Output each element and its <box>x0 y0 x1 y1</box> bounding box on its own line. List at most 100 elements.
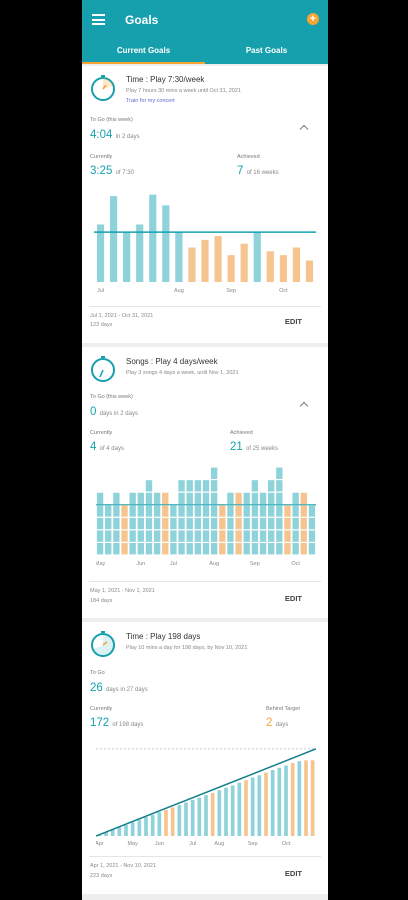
day-block <box>284 530 291 542</box>
x-tick-label: Aug <box>174 288 184 294</box>
date-range: Apr 1, 2021 - Nov 10, 2021 <box>90 863 157 869</box>
day-block <box>259 543 267 555</box>
day-block <box>268 505 275 517</box>
achieved-suffix: of 25 weeks <box>246 446 279 452</box>
achieved-label: Achieved <box>237 154 260 160</box>
current-value-row: 172 of 198 days <box>90 717 143 729</box>
goal-card[interactable]: Songs : Play 4 days/week Play 3 songs 4 … <box>82 347 328 618</box>
day-block <box>276 530 283 542</box>
day-block <box>170 517 177 530</box>
day-block <box>202 480 210 492</box>
day-block <box>194 505 202 517</box>
day-block <box>194 530 202 542</box>
x-tick-label: Jul <box>189 841 196 847</box>
day-block <box>276 492 283 505</box>
day-block <box>186 492 193 505</box>
chart-bar <box>130 822 135 836</box>
chart-bar <box>224 787 228 836</box>
day-block <box>178 530 185 542</box>
day-block <box>113 530 120 542</box>
day-block <box>292 543 299 555</box>
card-divider <box>89 306 321 307</box>
day-block <box>284 543 291 555</box>
chart-bar <box>210 792 215 836</box>
togo-label: To Go (this week) <box>90 394 133 400</box>
day-block <box>137 505 144 517</box>
day-block <box>308 517 316 530</box>
menu-icon[interactable] <box>92 14 105 25</box>
day-block <box>219 530 226 542</box>
day-block <box>210 543 218 555</box>
x-tick-label: May <box>96 561 106 567</box>
behind-target-suffix: days <box>275 722 289 728</box>
day-block <box>210 467 218 479</box>
day-block <box>129 505 136 517</box>
edit-button[interactable]: EDIT <box>284 317 302 326</box>
chart-bar <box>279 255 287 282</box>
stopwatch-icon <box>91 631 116 657</box>
day-block <box>202 543 210 555</box>
current-value-row: 4 of 4 days <box>90 441 124 453</box>
day-block <box>113 492 120 505</box>
date-range: May 1, 2021 - Nov 1, 2021 <box>90 588 155 594</box>
day-block <box>227 505 234 517</box>
tab-past-goals[interactable]: Past Goals <box>245 46 288 55</box>
chart-bar <box>144 817 148 836</box>
day-block <box>276 467 283 479</box>
day-block <box>219 517 226 530</box>
togo-suffix: days in 2 days <box>99 411 138 417</box>
edit-button[interactable]: EDIT <box>284 869 302 878</box>
chart-bar <box>253 232 261 282</box>
day-block <box>300 505 307 517</box>
day-block <box>251 505 259 517</box>
day-block <box>137 492 144 505</box>
day-block <box>162 517 169 530</box>
togo-value-row: 4:04 in 2 days <box>90 129 140 141</box>
day-block <box>235 492 242 505</box>
day-block <box>105 517 112 530</box>
day-block <box>194 543 202 555</box>
chart-bar <box>117 827 122 836</box>
chart-bar <box>109 196 118 282</box>
goal-card[interactable]: Time : Play 7:30/week Play 7 hours 30 mi… <box>82 66 328 343</box>
day-block <box>96 543 104 555</box>
achieved-value-row: 21 of 25 weeks <box>230 441 278 453</box>
chart-bar <box>305 260 314 282</box>
day-block <box>153 517 161 530</box>
total-days: 223 days <box>90 873 113 879</box>
day-block <box>170 505 177 517</box>
day-block <box>129 543 136 555</box>
togo-value: 26 <box>90 682 103 694</box>
add-goal-button[interactable]: + <box>307 13 319 25</box>
chart-bar <box>277 767 282 836</box>
day-block <box>251 492 259 505</box>
chart-bar <box>237 782 242 836</box>
total-days: 123 days <box>90 322 113 328</box>
day-block <box>186 530 193 542</box>
edit-button[interactable]: EDIT <box>284 594 302 603</box>
achieved-label: Achieved <box>230 430 253 436</box>
day-block <box>268 517 275 530</box>
chart-bar <box>250 777 255 836</box>
goal-card[interactable]: Time : Play 198 days Play 10 mins a day … <box>82 622 328 894</box>
day-block <box>96 530 104 542</box>
day-block <box>292 505 299 517</box>
day-block <box>243 530 250 542</box>
day-block <box>121 517 128 530</box>
day-block <box>210 530 218 542</box>
page-title: Goals <box>125 13 159 27</box>
day-block <box>96 517 104 530</box>
day-block <box>227 492 234 505</box>
x-tick-label: Sep <box>226 288 236 294</box>
x-tick-label: Jul <box>170 561 177 567</box>
target-trend-line <box>96 748 316 837</box>
stopwatch-icon <box>91 75 115 101</box>
card-divider <box>89 581 321 582</box>
goal-link[interactable]: Train for my concert <box>126 98 175 104</box>
tab-current-goals[interactable]: Current Goals <box>116 46 171 55</box>
collapse-chevron-icon[interactable] <box>299 401 309 411</box>
collapse-chevron-icon[interactable] <box>299 124 309 134</box>
x-tick-label: Oct <box>291 561 300 567</box>
x-tick-label: Sep <box>248 841 258 847</box>
day-block <box>137 543 144 555</box>
